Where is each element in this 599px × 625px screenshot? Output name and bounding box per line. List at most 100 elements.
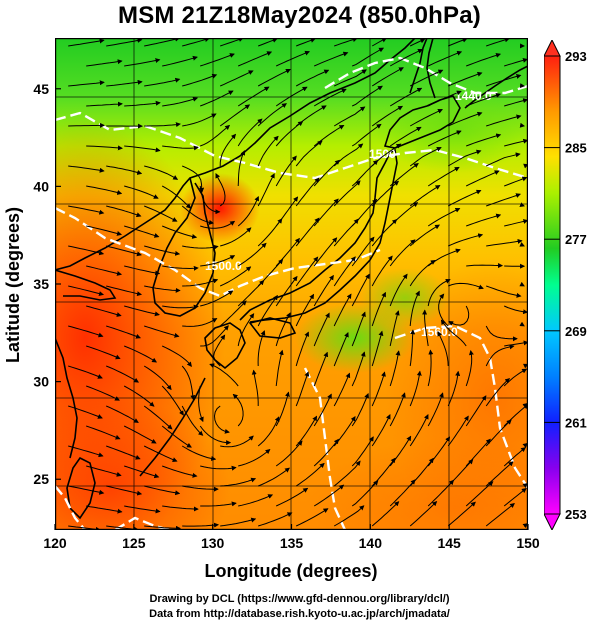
coastlines — [55, 38, 528, 520]
streamline — [182, 278, 219, 287]
streamline — [447, 415, 469, 447]
streamline — [447, 501, 476, 527]
y-tick-label: 25 — [33, 471, 49, 487]
streamline — [86, 305, 122, 317]
streamline — [427, 349, 434, 387]
colorbar-label: 269 — [565, 324, 587, 339]
streamline — [371, 291, 386, 327]
streamline — [143, 365, 172, 391]
x-tick-label: 135 — [280, 535, 304, 551]
x-tick-label: 125 — [122, 535, 146, 551]
streamline — [124, 100, 161, 107]
streamline — [275, 275, 298, 307]
streamline — [68, 325, 104, 338]
contour-label-1500-north: 1500 — [369, 147, 396, 161]
streamline — [238, 51, 273, 67]
streamline — [200, 325, 229, 347]
streamline — [485, 502, 515, 527]
streamline — [333, 372, 351, 407]
streamline — [333, 332, 349, 367]
streamline — [504, 176, 528, 187]
streamline — [371, 67, 404, 87]
streamline — [409, 370, 422, 407]
streamline — [257, 135, 279, 167]
streamline — [106, 285, 143, 297]
streamline — [144, 485, 181, 496]
streamline — [124, 345, 158, 363]
streamline — [465, 170, 500, 187]
streamline — [503, 447, 526, 467]
streamline — [275, 312, 291, 347]
streamline — [275, 440, 303, 467]
streamline — [200, 124, 231, 147]
streamline — [161, 425, 192, 448]
streamline — [389, 310, 400, 347]
streamline — [313, 312, 330, 347]
streamline — [106, 205, 142, 218]
streamline — [220, 477, 257, 487]
streamline — [162, 145, 199, 151]
streamline — [313, 351, 329, 387]
streamline — [209, 363, 239, 387]
streamline — [144, 245, 181, 256]
streamline — [485, 325, 518, 342]
streamline — [409, 69, 444, 87]
streamline — [199, 185, 221, 215]
streamline — [427, 392, 444, 427]
streamline — [295, 508, 329, 527]
streamline — [86, 345, 121, 360]
streamline — [182, 38, 210, 47]
streamline — [144, 77, 181, 87]
streamline — [124, 505, 161, 514]
streamline — [351, 85, 383, 107]
y-tick-label: 45 — [33, 81, 49, 97]
streamline — [182, 113, 217, 127]
streamline — [448, 71, 483, 87]
y-tick-label: 30 — [33, 374, 49, 390]
streamline — [333, 106, 366, 127]
streamline — [144, 525, 181, 530]
streamline — [485, 378, 511, 407]
streamline — [68, 38, 105, 47]
streamline — [447, 149, 482, 167]
streamline — [333, 69, 367, 87]
streamline — [162, 265, 199, 271]
streamline — [182, 165, 205, 193]
streamline — [437, 331, 449, 367]
streamline — [86, 265, 123, 276]
streamline — [485, 344, 515, 367]
streamline — [68, 80, 105, 87]
colorbar-label: 253 — [565, 507, 587, 522]
streamline — [275, 50, 310, 67]
streamline — [124, 225, 160, 238]
streamline — [124, 465, 160, 479]
streamline — [504, 57, 528, 67]
map-title: MSM 21Z18May2024 (850.0hPa) — [118, 2, 481, 29]
streamline — [275, 487, 309, 507]
streamline — [334, 38, 358, 47]
streamline — [219, 104, 251, 127]
streamline — [181, 405, 204, 436]
colorbar-bottom-arrow — [544, 513, 561, 530]
streamline — [182, 318, 218, 327]
streamline — [86, 465, 122, 477]
streamline — [220, 38, 244, 47]
map-panel: 1440.0 1500 1500.0 1560.0 — [55, 38, 528, 530]
streamline — [448, 282, 484, 290]
streamline — [257, 294, 278, 327]
streamline — [162, 55, 198, 67]
streamline — [86, 225, 123, 236]
streamline — [295, 462, 325, 487]
streamline — [68, 165, 105, 173]
streamline — [162, 505, 199, 512]
streamline — [486, 74, 522, 87]
streamline — [522, 442, 528, 448]
streamline — [447, 370, 461, 407]
streamline — [313, 438, 339, 467]
streamline — [427, 50, 463, 67]
streamline — [351, 311, 366, 347]
streamline — [466, 262, 504, 268]
streamline — [409, 290, 420, 327]
streamline — [215, 173, 226, 207]
